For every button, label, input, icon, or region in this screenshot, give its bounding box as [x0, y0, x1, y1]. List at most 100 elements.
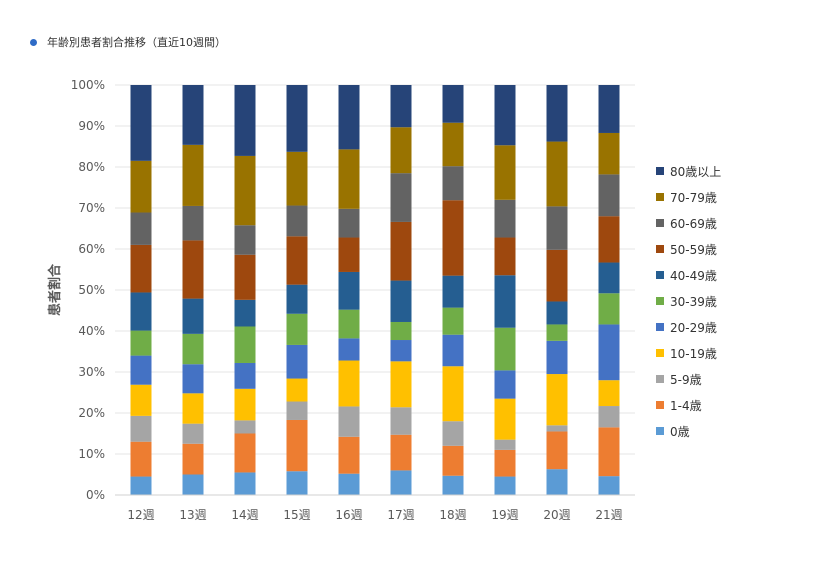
legend-swatch — [656, 401, 664, 409]
legend: 80歳以上 70-79歳 60-69歳 50-59歳 40-49歳 30-39歳 20-29… — [656, 165, 721, 439]
bar-segment — [390, 173, 412, 222]
bar-segment — [442, 85, 464, 123]
bar-segment — [338, 436, 360, 474]
legend-swatch — [656, 375, 664, 383]
bar-segment — [234, 326, 256, 363]
x-tick-label: 12週 — [127, 508, 154, 522]
bar-segment — [546, 469, 568, 495]
bar-segment — [338, 208, 360, 238]
y-tick-label: 10% — [78, 447, 105, 461]
bar-segment — [598, 132, 620, 175]
y-tick-label: 100% — [71, 78, 105, 92]
y-tick-label: 40% — [78, 324, 105, 338]
bar-segment — [286, 344, 308, 379]
bar-segment — [286, 401, 308, 420]
bar-segment — [286, 151, 308, 206]
bar-segment — [338, 271, 360, 310]
bar-segment — [546, 85, 568, 142]
x-tick-label: 14週 — [231, 508, 258, 522]
bar-segment — [546, 301, 568, 325]
bar-segment — [338, 237, 360, 272]
legend-swatch — [656, 297, 664, 305]
bar-segment — [234, 388, 256, 421]
bar-segment — [390, 321, 412, 341]
bar-segment — [234, 433, 256, 473]
bar-segment — [598, 174, 620, 217]
bullet-icon — [30, 38, 37, 46]
bar-segment — [182, 393, 204, 424]
bar-segment — [494, 370, 516, 399]
legend-label: 0歳 — [670, 425, 690, 439]
bar-segment — [442, 166, 464, 201]
bar-segment — [234, 254, 256, 300]
x-tick-label: 18週 — [439, 508, 466, 522]
legend-label: 60-69歳 — [670, 217, 717, 231]
bar-segment — [494, 439, 516, 450]
bar-segment — [182, 298, 204, 334]
bar-segment — [130, 441, 152, 477]
bar-segment — [390, 340, 412, 362]
x-tick-label: 15週 — [283, 508, 310, 522]
bar-segment — [546, 431, 568, 470]
bar-segment — [598, 324, 620, 381]
x-tick-label: 21週 — [595, 508, 622, 522]
legend-swatch — [656, 349, 664, 357]
bar-segment — [130, 160, 152, 213]
bar-segment — [338, 338, 360, 361]
legend-swatch — [656, 427, 664, 435]
bar-segment — [442, 366, 464, 422]
bar-segment — [494, 85, 516, 146]
bar-segment — [390, 280, 412, 322]
bar-segment — [286, 471, 308, 495]
bars — [130, 85, 620, 495]
bar-segment — [598, 476, 620, 495]
bar-segment — [442, 275, 464, 308]
bar-segment — [546, 425, 568, 432]
legend-swatch — [656, 193, 664, 201]
bar-segment — [598, 293, 620, 325]
x-tick-label: 16週 — [335, 508, 362, 522]
bar-segment — [182, 474, 204, 495]
bar-segment — [494, 145, 516, 200]
x-tick-label: 20週 — [543, 508, 570, 522]
bar-segment — [234, 225, 256, 255]
bar-segment — [234, 85, 256, 156]
bar-segment — [182, 443, 204, 475]
y-axis-title: 患者割合 — [47, 263, 63, 316]
bar-segment — [286, 378, 308, 402]
bar-segment — [390, 470, 412, 495]
bar-segment — [390, 85, 412, 128]
legend-label: 1-4歳 — [670, 399, 702, 413]
bar-segment — [442, 200, 464, 276]
bar-segment — [598, 216, 620, 263]
bar-segment — [390, 361, 412, 408]
bar-segment — [338, 149, 360, 209]
bar-segment — [546, 374, 568, 426]
bar-segment — [130, 384, 152, 416]
page-title: 年齢別患者割合推移（直近10週間） — [47, 36, 226, 49]
y-axis-ticks: 0% 10% 20% 30% 40% 50% 60% 70% 80% 90% 100% — [71, 78, 105, 502]
bar-segment — [494, 237, 516, 276]
bar-segment — [182, 423, 204, 444]
bar-segment — [182, 364, 204, 394]
bar-segment — [130, 330, 152, 356]
bar-segment — [546, 324, 568, 341]
bar-segment — [286, 205, 308, 237]
bar-segment — [234, 299, 256, 327]
bar-segment — [286, 284, 308, 314]
bar-segment — [442, 421, 464, 446]
bar-segment — [338, 406, 360, 437]
bar-segment — [234, 155, 256, 226]
bar-segment — [598, 427, 620, 477]
y-tick-label: 80% — [78, 160, 105, 174]
y-tick-label: 30% — [78, 365, 105, 379]
bar-segment — [234, 472, 256, 495]
bar-segment — [130, 355, 152, 385]
bar-segment — [442, 307, 464, 335]
bar-segment — [130, 476, 152, 495]
bar-segment — [338, 360, 360, 407]
bar-segment — [182, 85, 204, 145]
legend-swatch — [656, 245, 664, 253]
y-tick-label: 20% — [78, 406, 105, 420]
